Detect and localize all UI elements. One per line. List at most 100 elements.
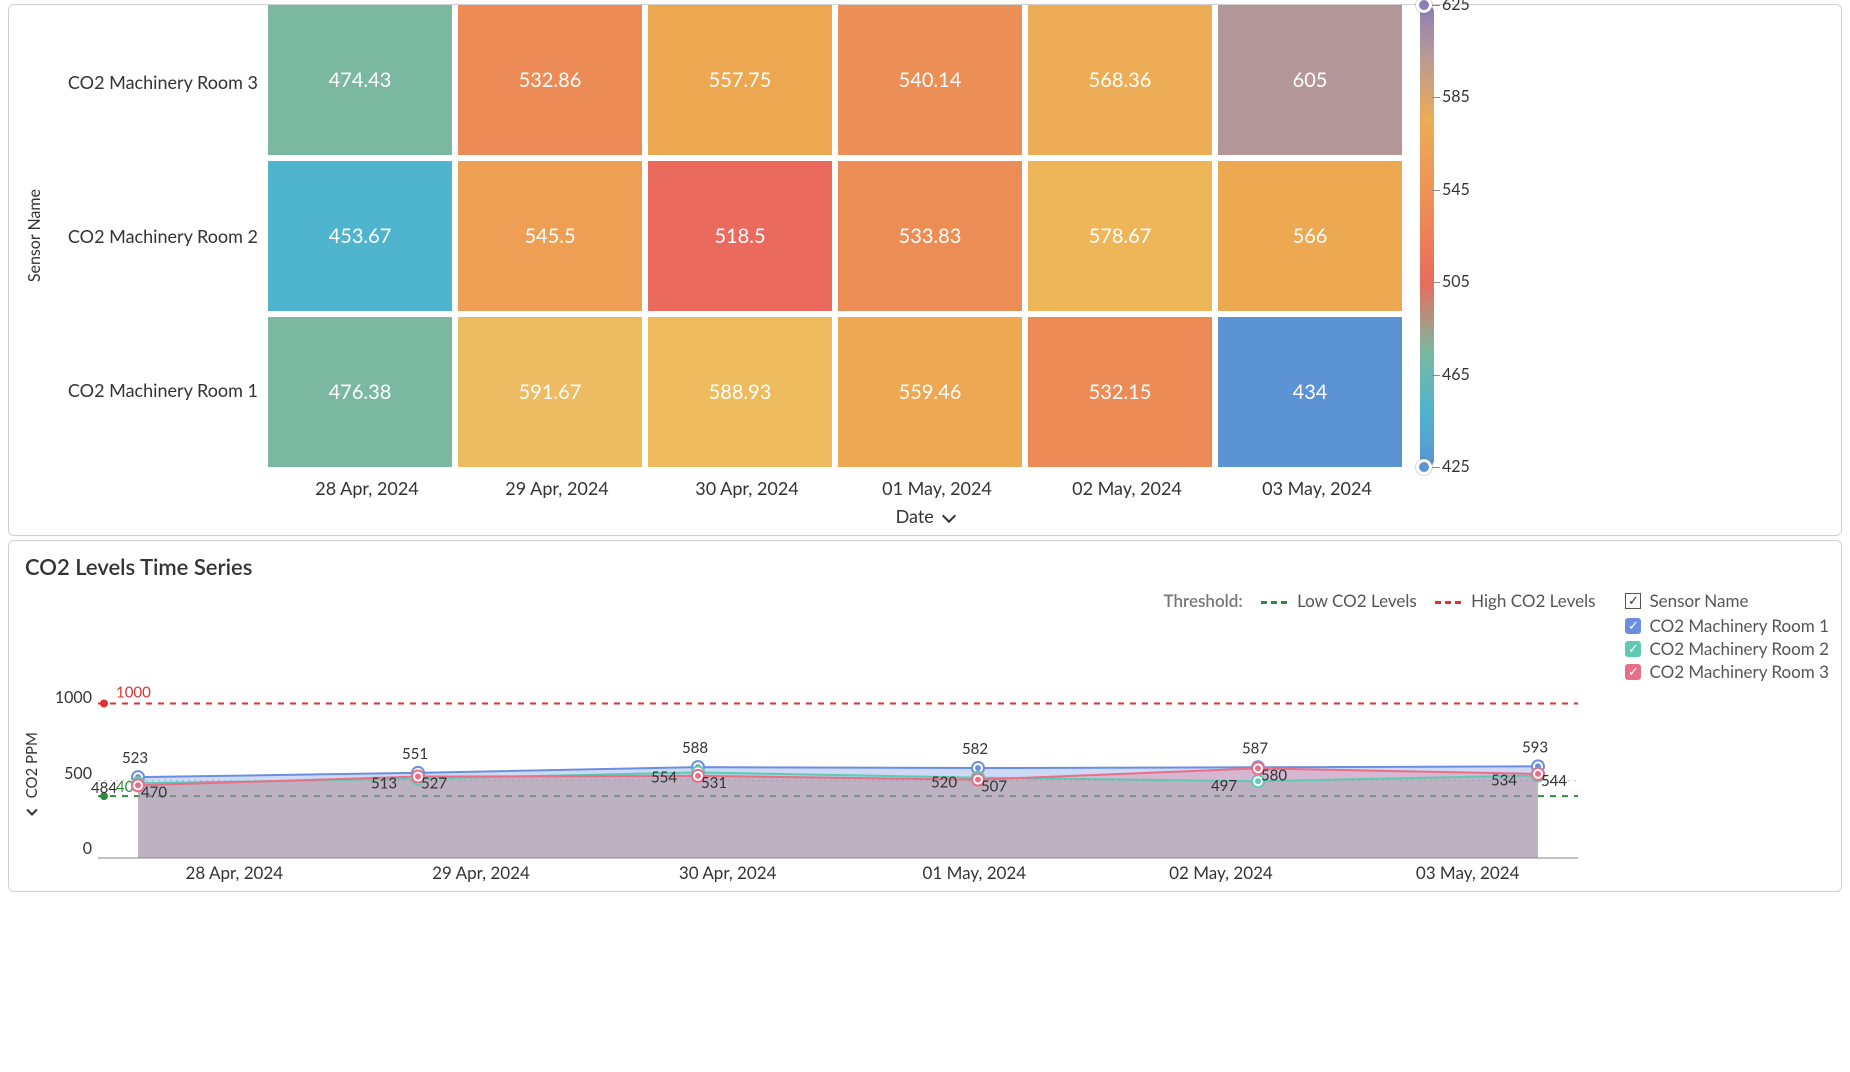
colorbar-tick: 465	[1442, 365, 1470, 384]
svg-text:497: 497	[1211, 777, 1237, 795]
legend-item[interactable]: ✓ CO2 Machinery Room 1	[1625, 615, 1829, 636]
heatmap-y-labels: CO2 Machinery Room 3 CO2 Machinery Room 2…	[48, 5, 268, 467]
heatmap-cell[interactable]: 453.67	[268, 161, 452, 311]
svg-text:593: 593	[1522, 738, 1548, 756]
colorbar-tick: 585	[1442, 87, 1470, 106]
heatmap-cell[interactable]: 566	[1218, 161, 1402, 311]
timeseries-y-axis-title-text: CO2 PPM	[23, 732, 41, 798]
checkbox-icon[interactable]: ✓	[1625, 593, 1641, 609]
timeseries-title: CO2 Levels Time Series	[25, 553, 1829, 580]
threshold-low-item[interactable]: Low CO2 Levels	[1261, 590, 1417, 611]
heatmap-cell[interactable]: 557.75	[648, 5, 832, 155]
svg-text:470: 470	[141, 783, 167, 801]
svg-text:1000: 1000	[116, 683, 151, 701]
timeseries-x-tick: 02 May, 2024	[1098, 862, 1345, 883]
heatmap-cell[interactable]: 540.14	[838, 5, 1022, 155]
colorbar-tick: 625	[1442, 0, 1470, 14]
heatmap-col-label: 03 May, 2024	[1225, 477, 1409, 499]
series-legend: ✓ Sensor Name ✓ CO2 Machinery Room 1 ✓ CO2 …	[1625, 590, 1829, 684]
timeseries-x-tick: 03 May, 2024	[1344, 862, 1591, 883]
heatmap-grid: 474.43532.86557.75540.14568.36605453.675…	[268, 5, 1402, 467]
svg-text:544: 544	[1541, 772, 1567, 790]
threshold-high-text: High CO2 Levels	[1471, 590, 1595, 611]
heatmap-cell[interactable]: 588.93	[648, 317, 832, 467]
heatmap-row-label: CO2 Machinery Room 3	[48, 71, 268, 93]
heatmap-cell[interactable]: 434	[1218, 317, 1402, 467]
legend-title: Sensor Name	[1649, 590, 1748, 611]
timeseries-x-tick: 28 Apr, 2024	[111, 862, 358, 883]
heatmap-col-label: 28 Apr, 2024	[275, 477, 459, 499]
heatmap-panel: Sensor Name CO2 Machinery Room 3CO2 Mach…	[8, 4, 1842, 536]
svg-text:588: 588	[682, 739, 708, 757]
legend-label: CO2 Machinery Room 3	[1649, 661, 1829, 682]
timeseries-y-tick: 1000	[43, 688, 92, 707]
heatmap-colorbar: 625585545505465425	[1402, 5, 1492, 467]
colorbar-gradient	[1420, 5, 1434, 467]
timeseries-y-tick: 0	[43, 839, 92, 858]
svg-text:527: 527	[421, 775, 447, 793]
threshold-legend: Threshold: Low CO2 Levels High CO2 Level…	[1163, 590, 1595, 611]
heatmap-cell[interactable]: 532.86	[458, 5, 642, 155]
heatmap-cell[interactable]: 545.5	[458, 161, 642, 311]
svg-text:580: 580	[1261, 766, 1287, 784]
legend-swatch: ✓	[1625, 618, 1641, 634]
heatmap-col-label: 02 May, 2024	[1035, 477, 1219, 499]
legend-header[interactable]: ✓ Sensor Name	[1625, 590, 1829, 611]
heatmap-cell[interactable]: 474.43	[268, 5, 452, 155]
heatmap-x-axis-title[interactable]: Date	[21, 505, 1829, 527]
heatmap-cell[interactable]: 578.67	[1028, 161, 1212, 311]
legend-swatch: ✓	[1625, 664, 1641, 680]
heatmap-row-label: CO2 Machinery Room 2	[48, 225, 268, 247]
legend-label: CO2 Machinery Room 2	[1649, 638, 1829, 659]
legend-swatch: ✓	[1625, 641, 1641, 657]
colorbar-tick: 545	[1442, 180, 1470, 199]
chevron-up-icon	[26, 804, 37, 815]
timeseries-y-axis-title: CO2 PPM	[21, 732, 43, 814]
heatmap-body: Sensor Name CO2 Machinery Room 3CO2 Mach…	[21, 5, 1829, 467]
timeseries-y-labels: 1000 500 0	[43, 688, 98, 858]
timeseries-x-tick: 01 May, 2024	[851, 862, 1098, 883]
heatmap-y-axis-title: Sensor Name	[21, 189, 48, 282]
heatmap-row-label: CO2 Machinery Room 1	[48, 379, 268, 401]
svg-text:534: 534	[1491, 771, 1517, 789]
timeseries-plot: 1000400523484470551513527588554531582520…	[98, 688, 1829, 858]
chevron-down-icon	[942, 509, 956, 523]
timeseries-y-tick: 500	[43, 764, 92, 783]
dash-swatch-high	[1435, 601, 1461, 604]
heatmap-cell[interactable]: 568.36	[1028, 5, 1212, 155]
heatmap-cell[interactable]: 532.15	[1028, 317, 1212, 467]
legend-item[interactable]: ✓ CO2 Machinery Room 3	[1625, 661, 1829, 682]
heatmap-col-label: 01 May, 2024	[845, 477, 1029, 499]
timeseries-body: CO2 PPM 10005000 10004005234844705515135…	[21, 688, 1829, 858]
timeseries-x-tick: 30 Apr, 2024	[604, 862, 851, 883]
legend-item[interactable]: ✓ CO2 Machinery Room 2	[1625, 638, 1829, 659]
threshold-label: Threshold:	[1163, 590, 1242, 611]
heatmap-x-axis-title-text: Date	[896, 505, 934, 527]
threshold-high-item[interactable]: High CO2 Levels	[1435, 590, 1596, 611]
svg-text:484: 484	[91, 779, 117, 797]
timeseries-x-labels: 28 Apr, 202429 Apr, 202430 Apr, 202401 M…	[111, 862, 1591, 883]
svg-text:587: 587	[1242, 739, 1268, 757]
heatmap-col-label: 29 Apr, 2024	[465, 477, 649, 499]
colorbar-marker-top	[1416, 0, 1432, 13]
heatmap-col-label: 30 Apr, 2024	[655, 477, 839, 499]
heatmap-cell[interactable]: 559.46	[838, 317, 1022, 467]
colorbar-marker-bottom	[1416, 459, 1432, 475]
colorbar-tick: 425	[1442, 457, 1470, 476]
heatmap-cell[interactable]: 533.83	[838, 161, 1022, 311]
svg-text:507: 507	[981, 778, 1007, 796]
heatmap-cell[interactable]: 605	[1218, 5, 1402, 155]
timeseries-panel: CO2 Levels Time Series Threshold: Low CO…	[8, 540, 1842, 892]
svg-text:582: 582	[962, 740, 988, 758]
threshold-low-text: Low CO2 Levels	[1297, 590, 1417, 611]
heatmap-cell[interactable]: 518.5	[648, 161, 832, 311]
svg-text:513: 513	[371, 775, 397, 793]
dash-swatch-low	[1261, 601, 1287, 604]
colorbar-tick: 505	[1442, 272, 1470, 291]
legend-label: CO2 Machinery Room 1	[1649, 615, 1829, 636]
heatmap-x-labels: 28 Apr, 2024 29 Apr, 2024 30 Apr, 2024 01 M…	[275, 477, 1829, 499]
timeseries-header: Threshold: Low CO2 Levels High CO2 Level…	[21, 590, 1829, 684]
svg-text:523: 523	[122, 749, 148, 767]
heatmap-cell[interactable]: 591.67	[458, 317, 642, 467]
heatmap-cell[interactable]: 476.38	[268, 317, 452, 467]
